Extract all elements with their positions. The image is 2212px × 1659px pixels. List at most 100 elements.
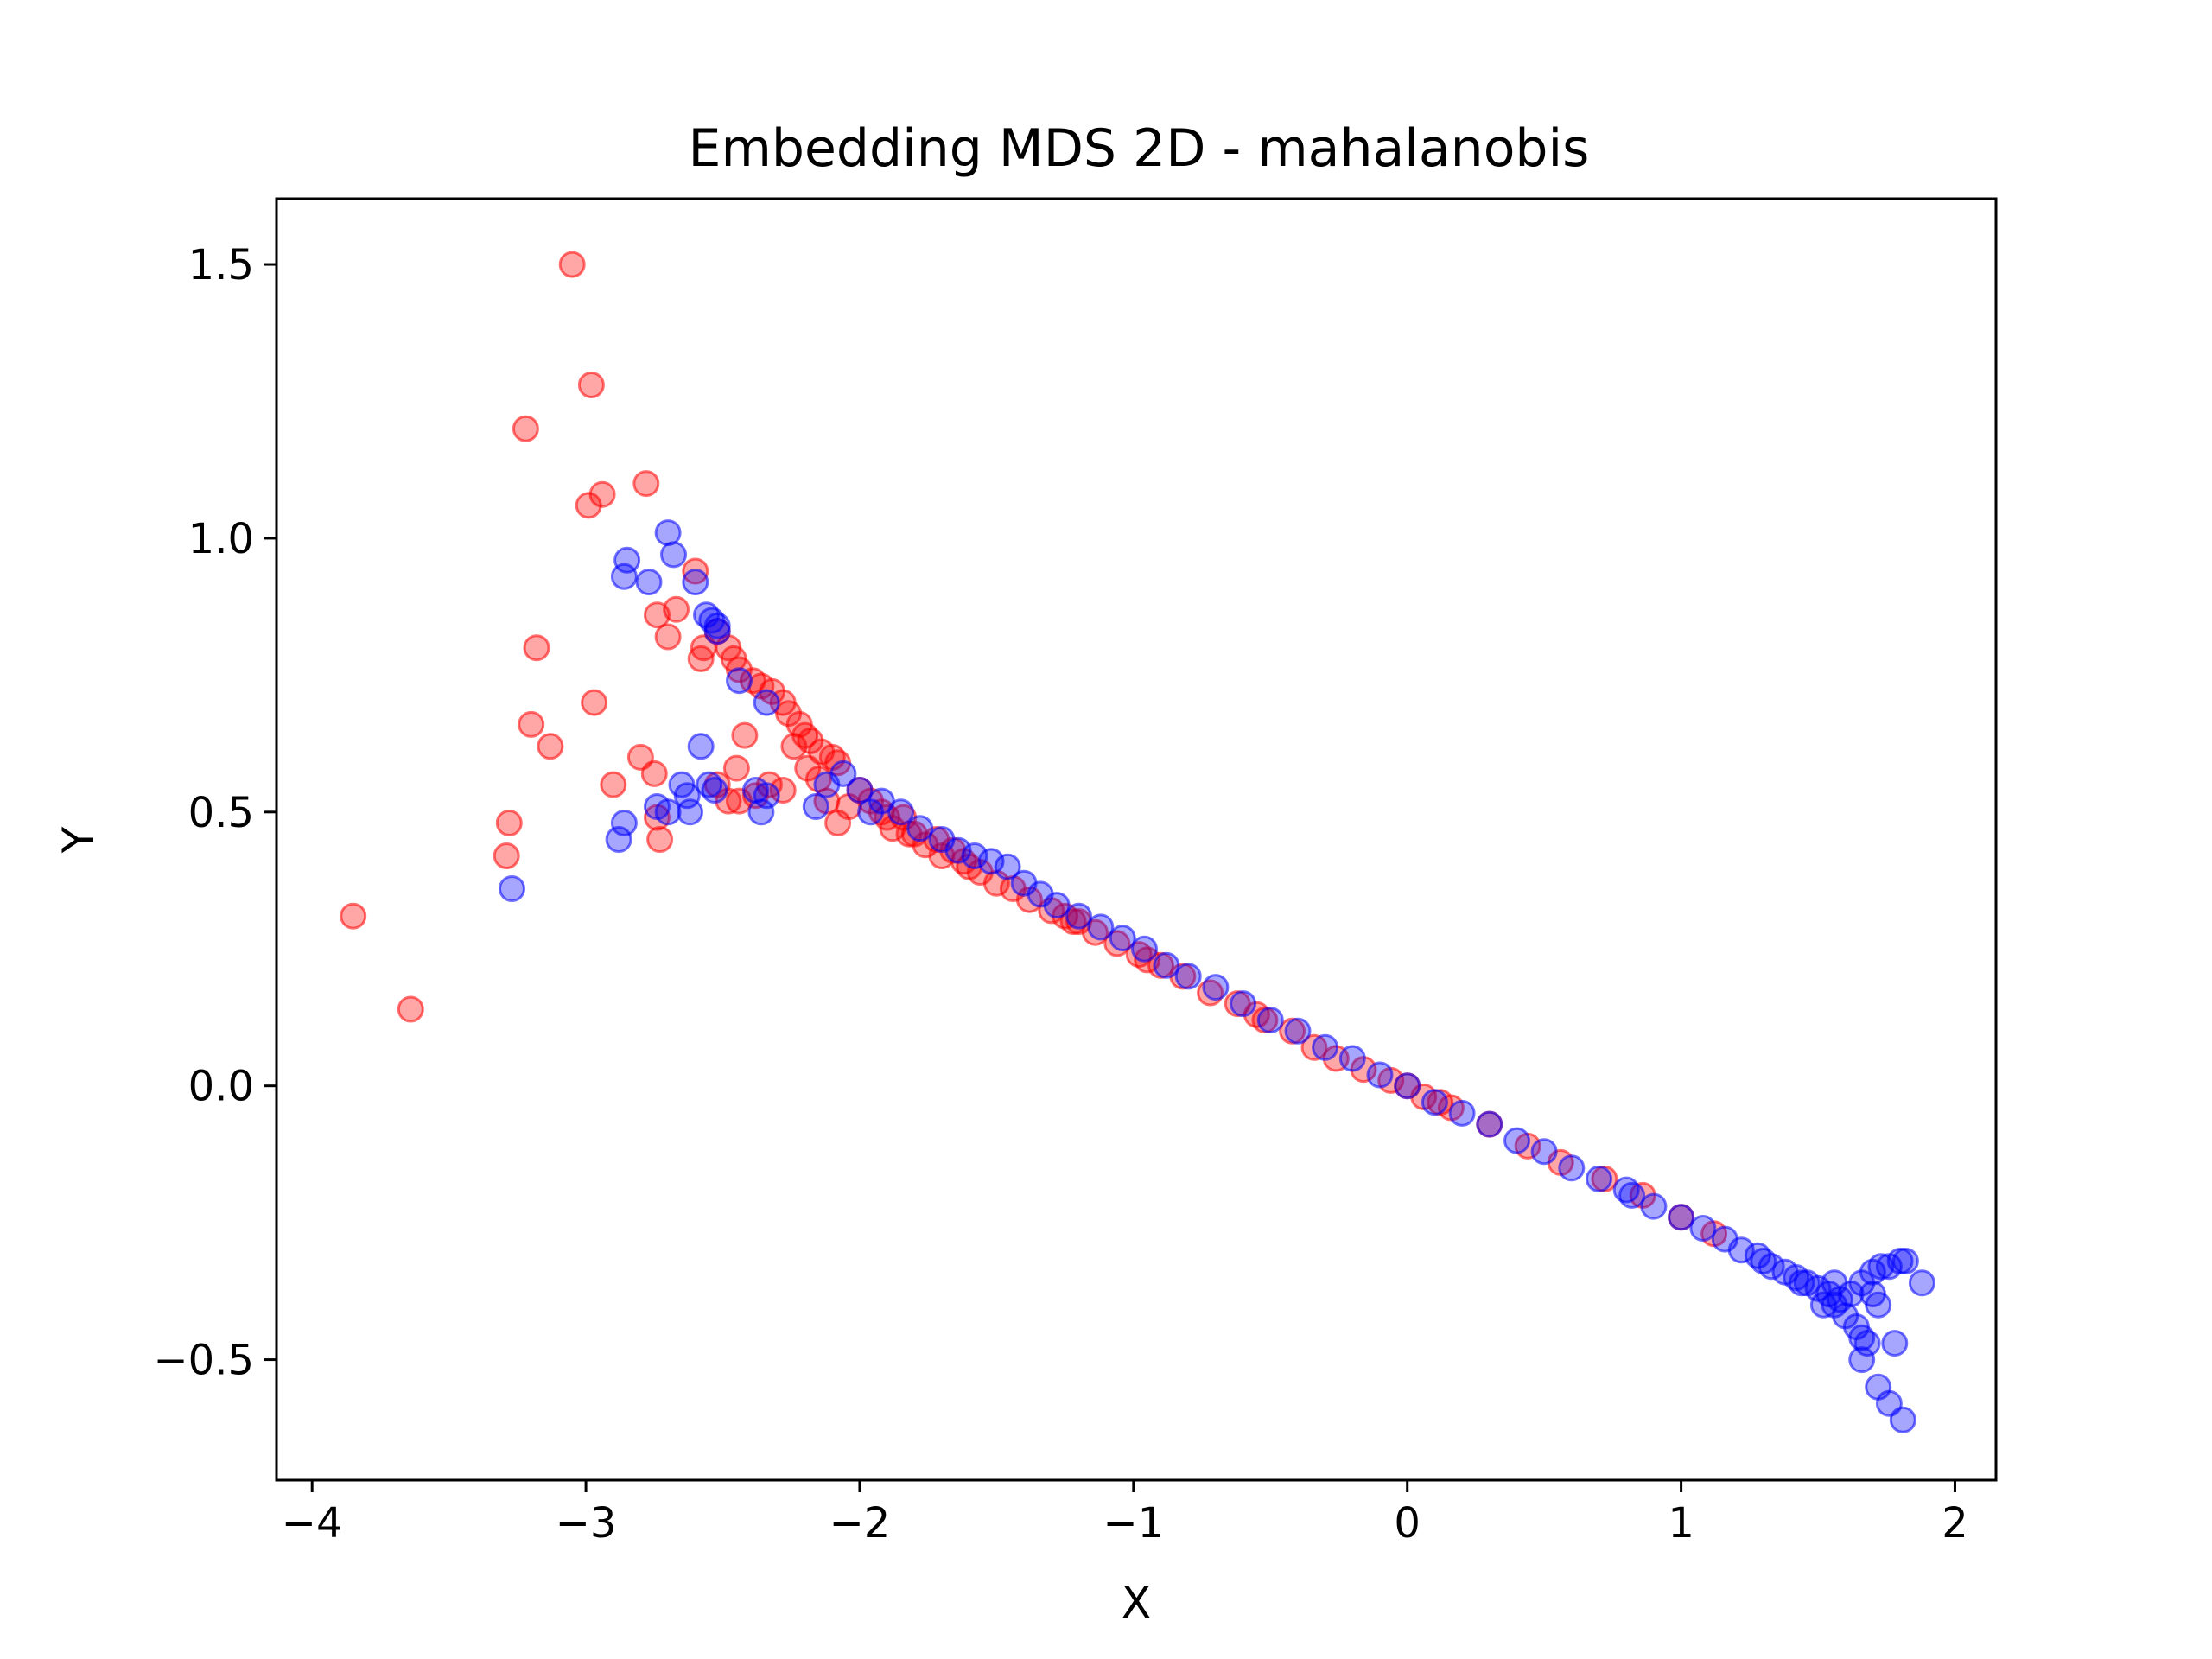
red-point-20 [654,623,682,651]
blue-point-41 [1043,892,1071,919]
blue-point-65 [1668,1204,1695,1231]
red-point-8 [537,733,564,760]
x-tick-label: 1 [1668,1499,1694,1548]
red-point-47 [769,777,797,804]
blue-point-38 [994,853,1021,880]
x-tick-label: 0 [1394,1499,1421,1548]
blue-point-60 [1530,1138,1558,1166]
y-tick-label: 0.0 [188,1063,254,1111]
blue-point-19 [677,798,703,826]
red-point-5 [575,492,602,519]
blue-point-58 [1476,1110,1503,1138]
blue-point-68 [1727,1236,1755,1264]
blue-point-101 [1618,1181,1646,1209]
blue-point-89 [1853,1330,1881,1357]
x-tick-label: −4 [282,1499,343,1548]
y-axis-label: Y [54,826,104,854]
y-tick-label: 1.0 [188,515,254,563]
blue-point-49 [1230,990,1257,1018]
blue-point-93 [1848,1346,1876,1374]
blue-point-98 [1788,1269,1815,1297]
red-point-16 [640,760,668,787]
blue-point-9 [703,618,731,645]
blue-point-61 [1558,1154,1586,1182]
red-point-24 [687,645,715,672]
red-point-3 [632,470,660,498]
plot-area-frame [275,197,1998,1482]
y-tick-label: −0.5 [153,1337,254,1385]
red-point-2 [512,415,539,442]
blue-point-96 [1889,1406,1916,1433]
blue-point-55 [1394,1072,1421,1100]
blue-point-18 [654,798,682,826]
blue-point-54 [1366,1061,1394,1089]
blue-point-57 [1448,1099,1476,1127]
blue-point-29 [846,777,874,804]
blue-point-46 [1153,951,1180,979]
blue-point-10 [726,667,753,695]
blue-point-99 [1809,1291,1837,1319]
red-point-14 [397,995,424,1023]
blue-point-3 [610,563,638,590]
blue-point-12 [687,733,715,760]
blue-point-48 [1202,974,1230,1001]
x-tick-label: 2 [1942,1499,1968,1548]
blue-point-52 [1312,1033,1339,1061]
red-point-13 [340,902,367,930]
x-tick-label: −2 [830,1499,891,1548]
points-layer [340,251,1936,1433]
blue-point-56 [1421,1089,1448,1116]
blue-point-28 [830,760,857,787]
blue-point-5 [682,569,709,596]
blue-point-92 [1881,1330,1909,1357]
blue-point-100 [1821,1269,1848,1297]
red-point-40 [731,721,759,749]
blue-point-43 [1087,913,1115,941]
blue-point-45 [1131,935,1158,963]
blue-point-33 [906,815,934,842]
blue-point-53 [1338,1045,1366,1072]
red-point-41 [722,754,750,782]
blue-point-37 [977,848,1005,875]
blue-point-97 [1750,1248,1777,1274]
blue-point-35 [944,836,972,864]
red-point-7 [518,710,545,738]
blue-point-64 [1640,1192,1668,1220]
blue-point-62 [1586,1165,1612,1192]
blue-point-26 [802,793,830,820]
red-point-9 [581,689,608,716]
blue-point-51 [1284,1017,1312,1045]
red-point-11 [495,810,523,836]
y-axis: −0.5 0.0 0.5 1.0 1.5 [153,241,276,1385]
y-tick-label: 1.5 [188,241,254,289]
red-point-21 [663,595,690,623]
blue-point-47 [1174,963,1202,990]
blue-point-0 [654,519,682,547]
blue-point-36 [961,842,988,869]
blue-point-91 [1859,1281,1886,1307]
blue-point-22 [499,875,525,902]
blue-point-44 [1109,925,1136,952]
red-point-0 [558,251,586,278]
blue-point-84 [1908,1269,1936,1297]
blue-point-16 [701,777,728,804]
chart-title: Embedding MDS 2D - mahalanobis [689,118,1590,179]
red-point-48 [780,733,808,760]
blue-point-25 [742,777,769,804]
red-point-100 [874,804,901,831]
blue-point-59 [1503,1127,1530,1154]
red-point-1 [577,372,605,398]
y-tick-label: 0.5 [188,789,254,837]
x-tick-label: −1 [1103,1499,1164,1548]
blue-point-66 [1689,1215,1717,1242]
blue-point-20 [610,810,638,836]
x-axis-label: X [1122,1578,1151,1628]
blue-point-32 [887,798,914,826]
blue-point-4 [635,569,663,596]
red-point-10 [600,771,627,798]
blue-point-83 [1891,1248,1919,1274]
blue-point-11 [753,689,780,716]
blue-point-42 [1065,902,1092,930]
